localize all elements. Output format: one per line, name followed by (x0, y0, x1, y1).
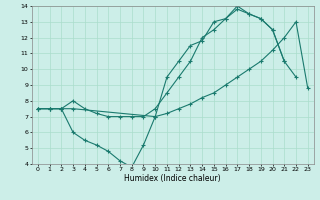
X-axis label: Humidex (Indice chaleur): Humidex (Indice chaleur) (124, 174, 221, 183)
